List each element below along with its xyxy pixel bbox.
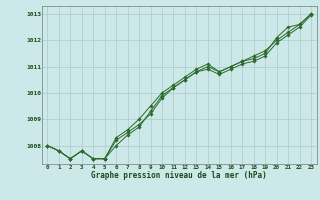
X-axis label: Graphe pression niveau de la mer (hPa): Graphe pression niveau de la mer (hPa) — [91, 171, 267, 180]
